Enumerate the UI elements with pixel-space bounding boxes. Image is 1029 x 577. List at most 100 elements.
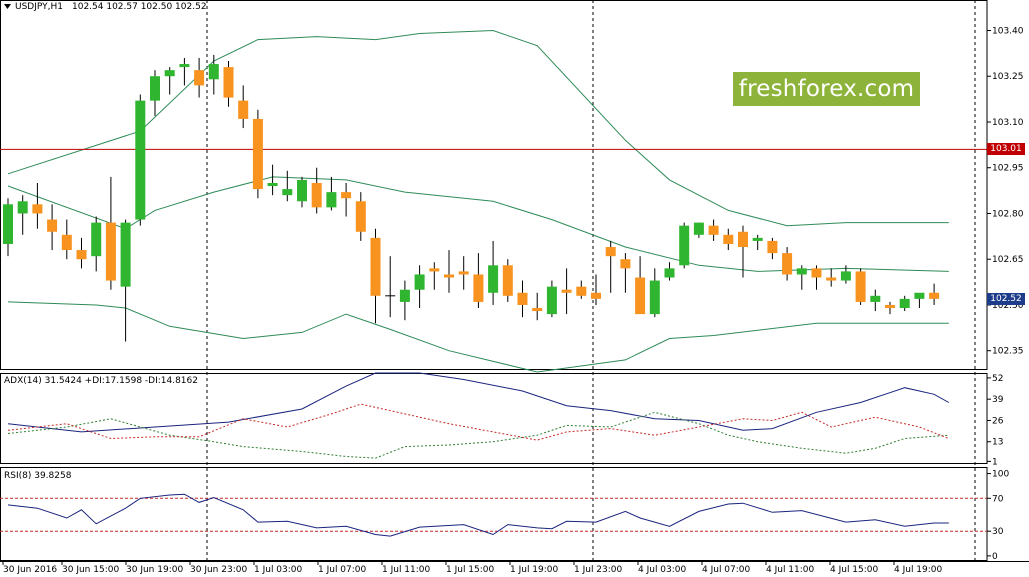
adx-title: ADX(14) 31.5424 +DI:17.1598 -DI:14.8162 <box>4 376 198 386</box>
adx-ytick-label-0: 52 <box>992 374 1003 384</box>
candle-body-14 <box>208 64 219 80</box>
candle-body-2 <box>32 204 43 214</box>
candle-body-23 <box>341 192 352 199</box>
candle-body-54 <box>796 268 807 275</box>
candle-body-19 <box>282 189 293 196</box>
main-ytick-label-7: 102.35 <box>992 347 1024 357</box>
bid-price-tag: 102.52 <box>987 292 1025 305</box>
candle-body-29 <box>429 268 440 272</box>
band-middle-line <box>7 176 949 272</box>
candle-body-12 <box>179 64 190 68</box>
adx-ytick-label-3: 13 <box>992 438 1003 448</box>
xtick-label-7: 1 Jul 15:00 <box>446 565 495 575</box>
candle-body-7 <box>105 222 116 281</box>
xtick-label-4: 1 Jul 03:00 <box>254 565 303 575</box>
adx-panel-frame <box>0 373 988 464</box>
rsi-series-0 <box>7 493 949 537</box>
rsi-panel-frame <box>0 467 988 561</box>
candle-body-1 <box>17 201 28 214</box>
main-ytick-label-2: 103.10 <box>992 118 1024 128</box>
candle-body-48 <box>708 225 719 235</box>
candle-body-52 <box>767 240 778 254</box>
adx-ytick-label-2: 26 <box>992 416 1004 426</box>
candle-body-41 <box>605 247 616 257</box>
rsi-ytick-label-0: 100 <box>992 470 1009 480</box>
band-lower-line <box>7 301 949 373</box>
candle-body-51 <box>752 237 763 241</box>
candle-body-0 <box>3 204 13 244</box>
xtick-label-11: 4 Jul 07:00 <box>702 565 751 575</box>
candle-body-5 <box>76 250 87 260</box>
xtick-label-10: 4 Jul 03:00 <box>638 565 687 575</box>
candle-body-10 <box>150 76 160 101</box>
rsi-ytick-label-1: 70 <box>992 494 1004 504</box>
candle-body-25 <box>370 237 381 296</box>
adx-series-2 <box>7 403 949 441</box>
xtick-label-13: 4 Jul 15:00 <box>830 565 879 575</box>
candle-body-8 <box>120 222 131 287</box>
chart-symbol: USDJPY,H1 <box>15 2 63 12</box>
candle-body-16 <box>238 100 249 119</box>
candle-body-22 <box>326 192 337 208</box>
price-line-tag: 103.01 <box>987 143 1025 156</box>
adx-series-1 <box>7 411 949 459</box>
xtick-label-2: 30 Jun 19:00 <box>126 565 183 575</box>
candle-body-61 <box>899 298 910 309</box>
xtick-label-0: 30 Jun 2016 <box>3 565 57 575</box>
candle-body-20 <box>297 179 307 202</box>
candle-body-34 <box>502 265 513 296</box>
main-ytick-label-4: 102.80 <box>992 209 1024 219</box>
candle-body-40 <box>591 292 601 299</box>
candle-body-27 <box>399 289 410 302</box>
candle-body-33 <box>488 265 499 293</box>
rsi-ytick-label-2: 30 <box>992 527 1004 537</box>
candle-body-62 <box>914 292 925 299</box>
candle-body-57 <box>840 271 851 281</box>
candle-body-35 <box>517 292 528 305</box>
watermark-logo: freshforex.com <box>733 72 920 106</box>
xtick-label-12: 4 Jul 11:00 <box>766 565 815 575</box>
candle-body-37 <box>546 286 557 315</box>
candle-body-17 <box>252 118 263 190</box>
main-ytick-label-6: 102.50 <box>992 301 1024 311</box>
candle-body-36 <box>532 308 543 312</box>
adx-ytick-label-1: 39 <box>992 395 1004 405</box>
xtick-label-14: 4 Jul 19:00 <box>894 565 943 575</box>
candle-body-45 <box>664 268 675 278</box>
xtick-label-8: 1 Jul 19:00 <box>510 565 559 575</box>
candle-body-9 <box>135 100 146 220</box>
rsi-ytick-label-3: 0 <box>992 552 998 562</box>
candle-body-38 <box>561 289 572 293</box>
candle-body-58 <box>855 271 866 302</box>
candle-body-15 <box>223 67 234 98</box>
adx-ytick-label-4: 1 <box>992 457 998 467</box>
candle-body-3 <box>47 219 58 232</box>
xtick-label-5: 1 Jul 07:00 <box>318 565 367 575</box>
candle-body-31 <box>458 271 469 275</box>
candle-body-55 <box>811 268 822 278</box>
candle-body-24 <box>355 201 366 232</box>
adx-series-0 <box>7 372 950 433</box>
chart-ohlc: 102.54 102.57 102.50 102.52 <box>72 2 207 12</box>
symbol-dropdown-icon <box>4 4 11 9</box>
candle-body-32 <box>473 274 484 302</box>
candle-body-28 <box>414 274 425 290</box>
candle-body-47 <box>693 222 704 235</box>
xtick-label-3: 30 Jun 23:00 <box>190 565 247 575</box>
candle-body-13 <box>194 70 205 86</box>
candle-body-50 <box>738 231 748 248</box>
main-ytick-label-1: 103.25 <box>992 72 1024 82</box>
main-ytick-label-5: 102.65 <box>992 255 1024 265</box>
xtick-label-1: 30 Jun 15:00 <box>62 565 119 575</box>
candle-body-46 <box>679 225 690 266</box>
candle-body-30 <box>444 274 454 278</box>
candle-body-4 <box>61 234 72 251</box>
candle-body-43 <box>635 277 646 315</box>
candle-body-49 <box>723 234 734 244</box>
candle-body-44 <box>649 280 660 315</box>
candle-body-6 <box>91 222 102 257</box>
band-upper-line <box>7 29 949 227</box>
main-ytick-label-0: 103.40 <box>992 26 1024 36</box>
candle-body-56 <box>826 277 837 281</box>
